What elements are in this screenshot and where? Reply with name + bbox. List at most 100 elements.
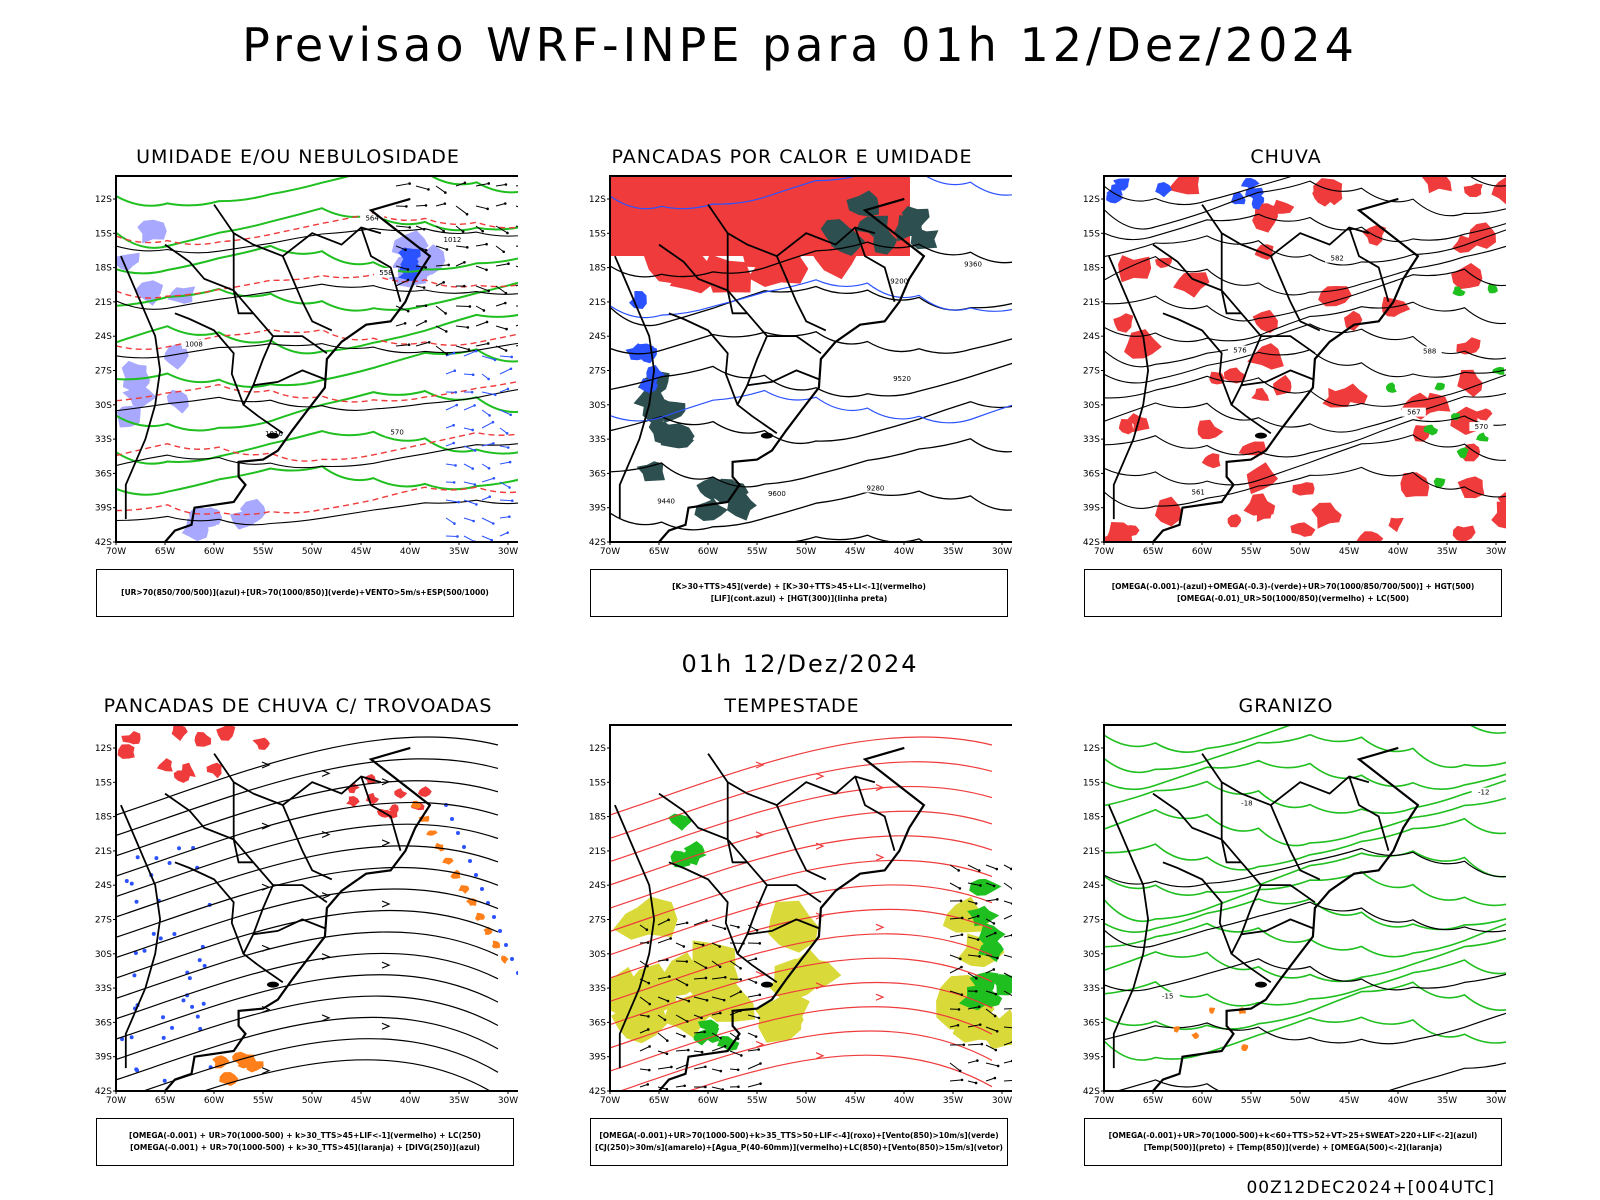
- contour-line: [116, 499, 518, 526]
- orange-area: [491, 940, 501, 949]
- wind-vector-head: [682, 945, 686, 948]
- wind-vector: [499, 409, 511, 416]
- map-frame: [115, 724, 518, 1092]
- wind-vector-head: [444, 312, 447, 315]
- contour-line: [116, 486, 518, 516]
- wind-vector: [395, 183, 410, 187]
- wind-vector: [415, 285, 425, 289]
- wind-vector: [985, 864, 997, 870]
- panel-pancadas-calor: PANCADAS POR CALOR E UMIDADE 9600 9520 944…: [572, 146, 1012, 621]
- lat-label: 24S: [589, 881, 606, 891]
- wind-vector: [481, 373, 489, 380]
- lon-label: 70W: [106, 547, 126, 557]
- wind-vector: [481, 496, 490, 501]
- wind-vector: [455, 182, 466, 187]
- wind-vector: [967, 882, 981, 886]
- contour-line: [610, 362, 1012, 398]
- wind-vector-head: [452, 481, 456, 484]
- state-border: [1220, 233, 1316, 355]
- divergence-mark: [190, 1004, 195, 1009]
- contour-line: [610, 241, 1012, 278]
- lat-label: 12S: [95, 744, 112, 754]
- wind-vector-head: [406, 278, 410, 282]
- lon-label: 55W: [253, 1096, 273, 1106]
- rain-area: [1201, 453, 1221, 469]
- lon-label: 55W: [1241, 547, 1261, 557]
- wind-vector: [711, 1012, 721, 1016]
- wind-vector: [693, 1066, 706, 1070]
- panel-title: UMIDADE E/OU NEBULOSIDADE: [136, 146, 460, 168]
- humidity-area: [166, 389, 189, 414]
- lon-label: 40W: [1388, 547, 1408, 557]
- storm-area: [171, 725, 188, 741]
- wind-vector-head: [687, 1048, 690, 1052]
- wind-vector-head: [452, 351, 456, 355]
- wind-vector-head: [737, 1085, 740, 1089]
- omega-area: [1251, 194, 1265, 210]
- wind-vector-head: [487, 182, 491, 185]
- wind-vector: [1003, 900, 1012, 905]
- wind-vector-head: [508, 460, 512, 464]
- wind-vector: [693, 960, 707, 969]
- wind-vector: [657, 1032, 668, 1042]
- divergence-mark: [201, 1001, 206, 1006]
- wind-850-area: [978, 939, 1004, 963]
- wind-vector-head: [473, 449, 477, 452]
- lon-label: 40W: [400, 547, 420, 557]
- wind-vector: [481, 463, 490, 469]
- lon-label: 50W: [796, 1096, 816, 1106]
- lagoon: [760, 981, 773, 988]
- wind-vector-head: [993, 1014, 997, 1018]
- wind-vector-head: [960, 993, 964, 996]
- wind-vector: [463, 499, 477, 505]
- wind-vector: [445, 404, 457, 411]
- state-border: [726, 782, 822, 904]
- contour-label-bg: [181, 339, 206, 349]
- wind-vector: [445, 463, 456, 466]
- state-border: [614, 255, 656, 520]
- wind-vector: [657, 976, 670, 980]
- wind-vector-head: [719, 1036, 722, 1040]
- wind-vector-head: [974, 1081, 978, 1085]
- divergence-mark: [474, 873, 478, 877]
- wind-vector: [967, 936, 979, 941]
- wind-vector-head: [422, 286, 426, 289]
- wind-vector: [475, 342, 489, 347]
- orange-area: [450, 869, 461, 879]
- wind-vector: [445, 370, 455, 375]
- wind-vector-head: [958, 887, 962, 890]
- wind-vector: [435, 305, 446, 314]
- wind-vector-head: [463, 260, 466, 264]
- wind-vector-head: [958, 1069, 962, 1073]
- wind-vector-head: [424, 304, 428, 308]
- streamline-arrow: [755, 831, 765, 839]
- wind-vector-head: [996, 1064, 1000, 1068]
- wind-vector: [1003, 1079, 1012, 1082]
- lon-label: 60W: [698, 547, 718, 557]
- lon-label: 50W: [302, 547, 322, 557]
- divergence-mark: [124, 878, 129, 883]
- wind-vector: [463, 517, 474, 522]
- wind-vector-head: [757, 1016, 761, 1020]
- wind-vector-head: [736, 1068, 740, 1072]
- orange-area: [212, 1055, 230, 1069]
- wind-vector-head: [759, 1082, 762, 1085]
- wind-vector-head: [486, 207, 489, 211]
- wind-vector: [415, 341, 430, 347]
- wind-vector-head: [647, 1068, 651, 1072]
- lon-label: 35W: [1437, 547, 1457, 557]
- rain-area: [1318, 286, 1352, 307]
- contour-label: 570: [390, 428, 403, 436]
- streamline: [116, 974, 499, 1040]
- lat-label: 30S: [589, 401, 606, 411]
- state-border: [120, 255, 162, 520]
- contour-line: [610, 176, 1012, 210]
- map-content: 101210081016570564558: [116, 176, 518, 542]
- wind-vector: [639, 1068, 650, 1071]
- streamline-arrow: [755, 971, 765, 979]
- omega-area: [1106, 183, 1123, 196]
- rain-area: [1457, 369, 1483, 398]
- storm-area: [178, 762, 196, 777]
- lat-label: 42S: [589, 538, 606, 548]
